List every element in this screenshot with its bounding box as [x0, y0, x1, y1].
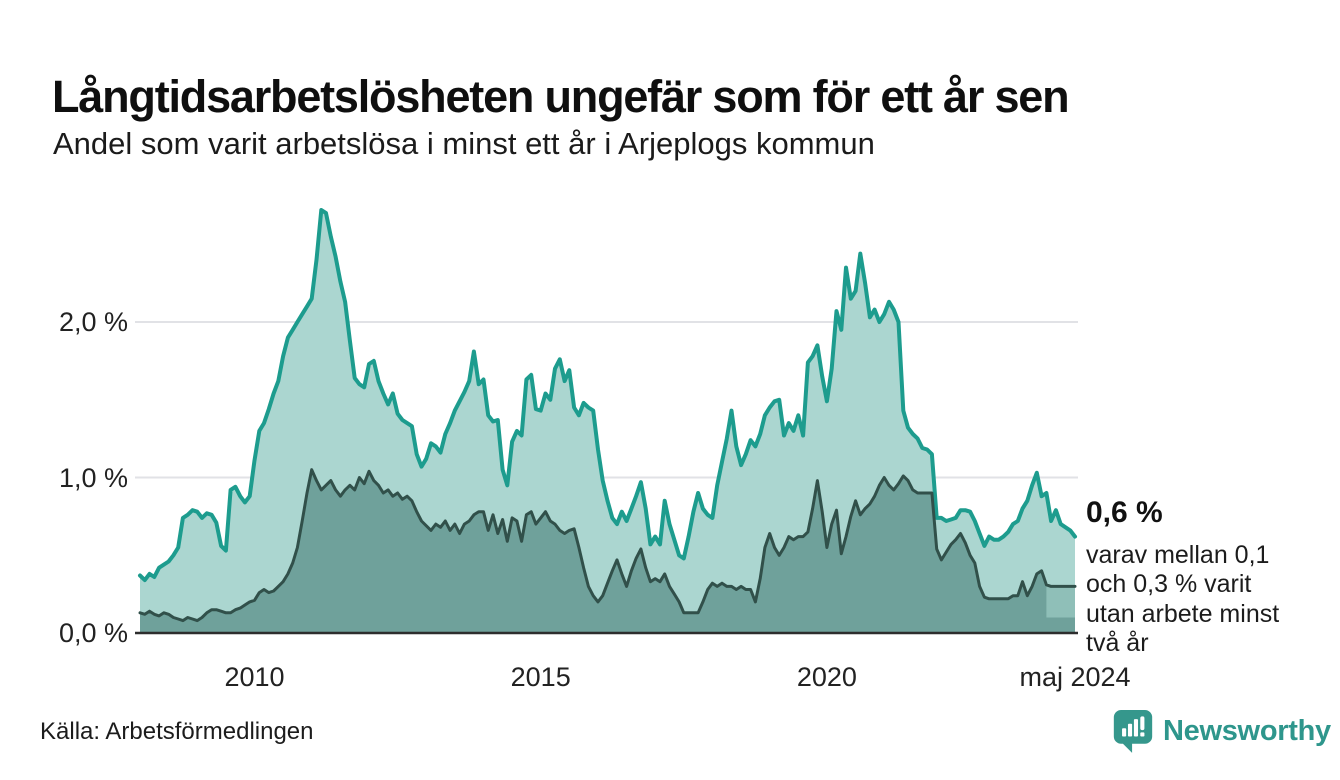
two-year-line [138, 468, 1077, 623]
total-line [138, 208, 1077, 583]
source-text: Källa: Arbetsförmedlingen [40, 718, 314, 745]
newsworthy-logo-text: Newsworthy [1163, 714, 1331, 747]
annotation-value: 0,6 % [1086, 496, 1163, 529]
y-tick-label: 2,0 % [58, 307, 128, 337]
annotation-note: varav mellan 0,1 och 0,3 % varit utan ar… [1086, 541, 1280, 657]
x-tick-label: 2020 [796, 662, 857, 692]
y-tick-label: 1,0 % [58, 462, 128, 493]
x-tick-label: 2015 [510, 662, 571, 692]
newsworthy-logo: Newsworthy [1112, 708, 1331, 754]
two-year-area [140, 469, 1075, 633]
y-tick-label: 0,0 % [58, 618, 128, 648]
page-title: Långtidsarbetslösheten ungefär som för e… [52, 71, 1070, 123]
bar-chart-speech-bubble-icon [1112, 708, 1154, 754]
x-tick-label: maj 2024 [1019, 662, 1131, 692]
uncertainty-band [1046, 584, 1075, 618]
page-subtitle: Andel som varit arbetslösa i minst ett å… [53, 126, 875, 161]
x-tick-label: 2010 [224, 662, 285, 692]
